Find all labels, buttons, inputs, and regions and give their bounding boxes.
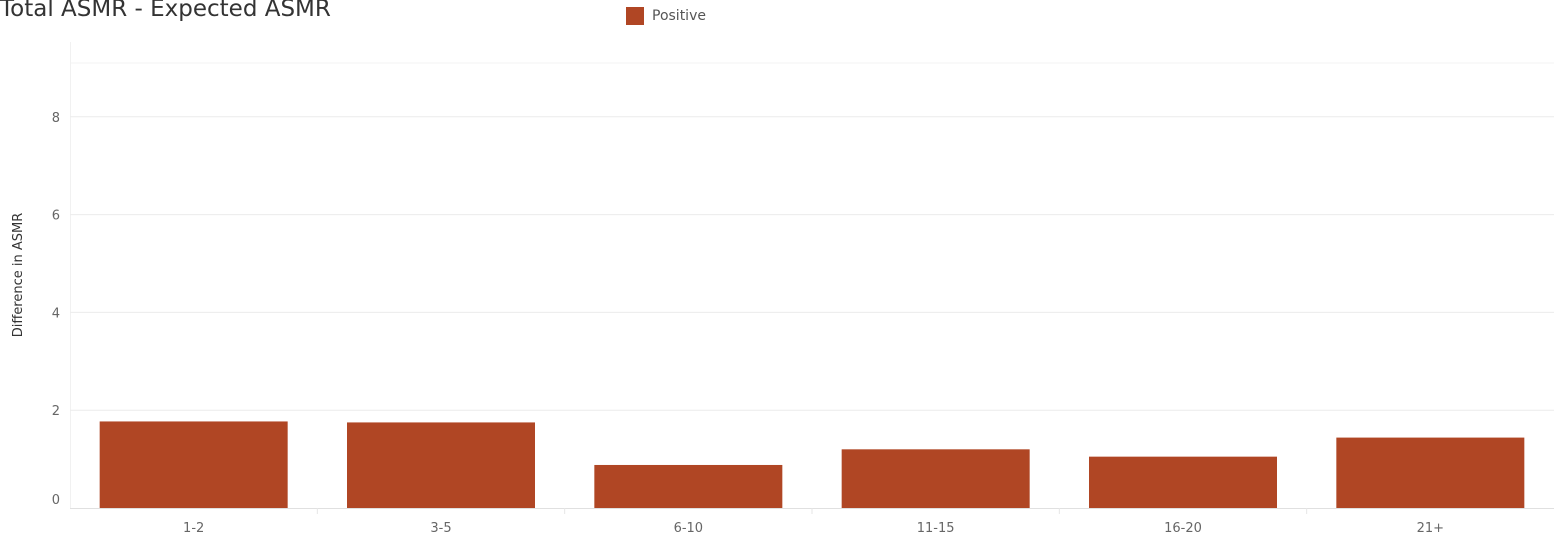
- x-tick-label: 21+: [1417, 521, 1444, 536]
- x-tick-label: 1-2: [183, 521, 204, 536]
- y-tick-label: 2: [52, 404, 60, 419]
- bar-11-15[interactable]: [841, 449, 1030, 508]
- legend: Positive: [626, 7, 706, 25]
- y-tick-label: 0: [52, 493, 60, 508]
- x-axis: 1-2 3-5 6-10 11-15 16-20 21+: [70, 508, 1554, 536]
- legend-swatch-positive: [626, 7, 644, 25]
- legend-label-positive: Positive: [652, 8, 706, 24]
- y-axis: 0 2 4 6 8: [52, 111, 60, 508]
- y-tick-label: 6: [52, 209, 60, 224]
- bar-16-20[interactable]: [1089, 456, 1277, 508]
- bars: [99, 421, 1525, 508]
- x-tick-label: 3-5: [430, 521, 451, 536]
- bar-6-10[interactable]: [594, 464, 783, 508]
- chart-title: Total ASMR - Expected ASMR: [0, 0, 331, 22]
- y-axis-title: Difference in ASMR: [11, 213, 26, 338]
- gridlines: [70, 42, 1554, 508]
- bar-3-5[interactable]: [347, 422, 535, 508]
- bar-21+[interactable]: [1336, 437, 1525, 508]
- y-tick-label: 4: [52, 306, 60, 321]
- x-tick-label: 16-20: [1164, 521, 1202, 536]
- y-tick-label: 8: [52, 111, 60, 126]
- x-tick-label: 11-15: [917, 521, 955, 536]
- bar-1-2[interactable]: [99, 421, 288, 508]
- x-tick-label: 6-10: [674, 521, 704, 536]
